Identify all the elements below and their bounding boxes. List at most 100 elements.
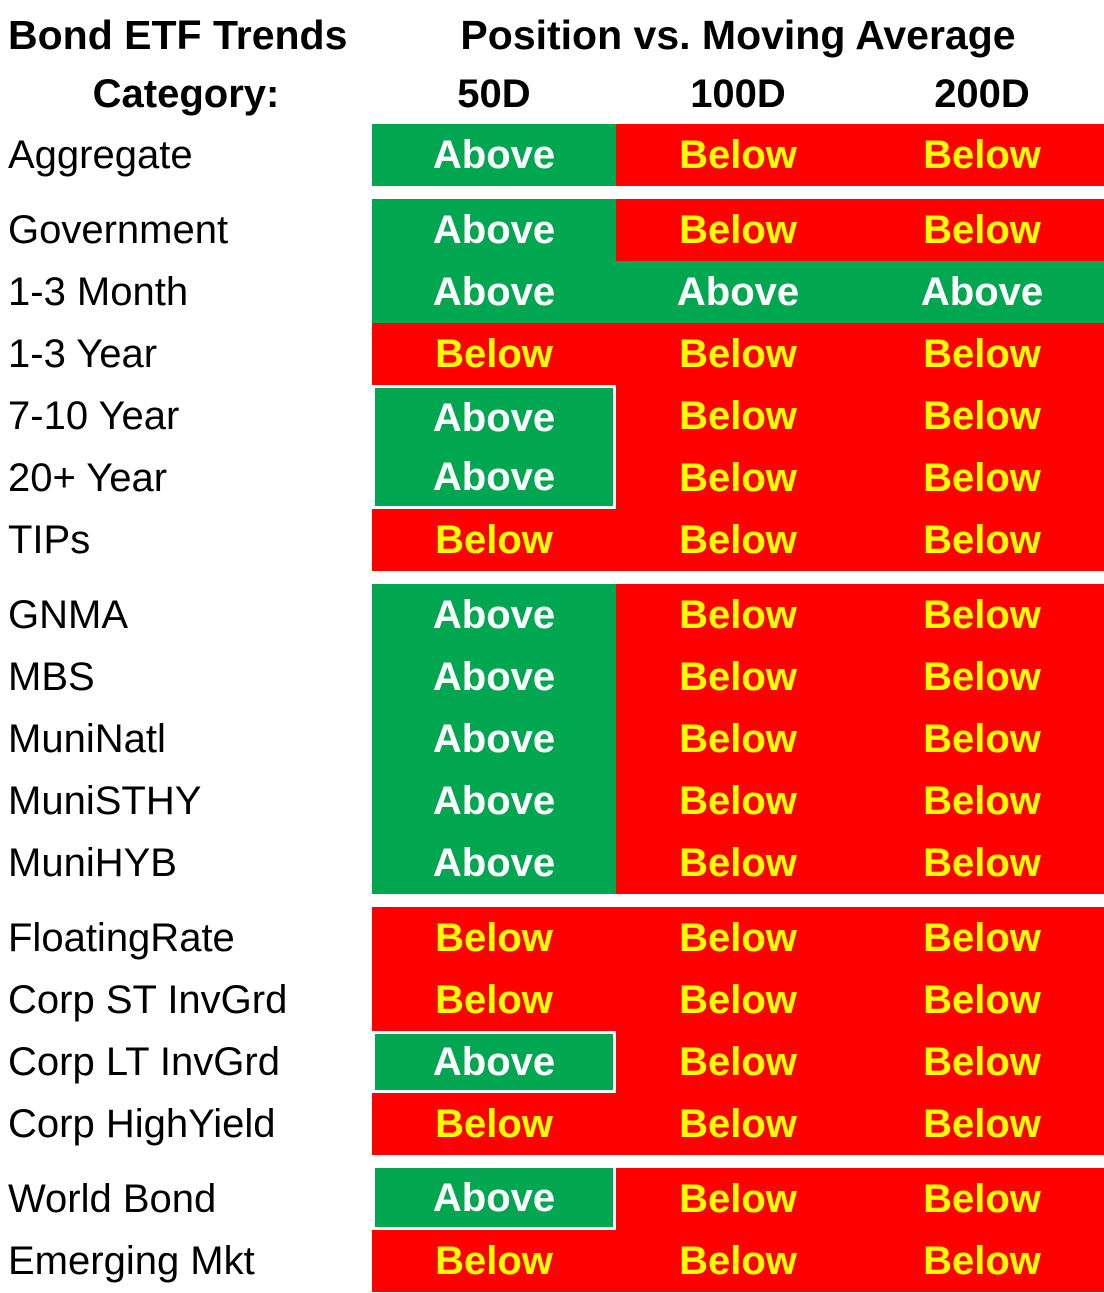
ma-cell-200d: Below [860,124,1104,186]
category-label: TIPs [0,509,372,571]
row-group: Aggregate Above Below Below [0,124,1104,186]
category-label: FloatingRate [0,907,372,969]
category-label: MuniNatl [0,708,372,770]
ma-cell-100d: Below [616,832,860,894]
ma-cell-200d: Below [860,907,1104,969]
ma-cell-100d: Below [616,907,860,969]
ma-cell-100d: Below [616,1230,860,1292]
ma-cell-100d: Below [616,385,860,447]
ma-cell-100d: Below [616,447,860,509]
ma-cell-100d: Below [616,509,860,571]
ma-cell-50d: Below [372,1093,616,1155]
category-label: Corp HighYield [0,1093,372,1155]
row-group: Government Above Below Below 1-3 Month A… [0,199,1104,571]
table-row: 7-10 Year Above Below Below [0,385,1104,447]
category-label: Emerging Mkt [0,1230,372,1292]
ma-cell-50d: Above [372,584,616,646]
ma-cell-100d: Below [616,124,860,186]
ma-cell-50d: Above [372,261,616,323]
ma-cell-50d: Above [372,1168,616,1230]
table-row: FloatingRate Below Below Below [0,907,1104,969]
ma-cell-200d: Below [860,1093,1104,1155]
ma-cell-100d: Below [616,969,860,1031]
ma-cell-50d: Above [372,447,616,509]
row-group: GNMA Above Below Below MBS Above Below B… [0,584,1104,894]
ma-cell-50d: Above [372,385,616,447]
ma-cell-100d: Below [616,646,860,708]
category-label: 20+ Year [0,447,372,509]
column-header-200d: 200D [934,72,1030,116]
row-group: FloatingRate Below Below Below Corp ST I… [0,907,1104,1155]
ma-cell-50d: Below [372,969,616,1031]
table-row: GNMA Above Below Below [0,584,1104,646]
ma-cell-200d: Below [860,584,1104,646]
category-label: World Bond [0,1168,372,1230]
category-label: Aggregate [0,124,372,186]
table-row: 20+ Year Above Below Below [0,447,1104,509]
ma-cell-100d: Below [616,1168,860,1230]
ma-cell-50d: Below [372,907,616,969]
category-label: Corp LT InvGrd [0,1031,372,1093]
ma-cell-200d: Below [860,770,1104,832]
category-column-header: Category: [92,72,280,116]
table-subtitle: Position vs. Moving Average [460,12,1016,58]
table-row: MBS Above Below Below [0,646,1104,708]
category-label: MuniHYB [0,832,372,894]
category-label: 1-3 Month [0,261,372,323]
ma-cell-200d: Below [860,447,1104,509]
table-row: 1-3 Month Above Above Above [0,261,1104,323]
ma-cell-200d: Below [860,708,1104,770]
column-header-100d: 100D [690,72,786,116]
ma-cell-200d: Below [860,385,1104,447]
ma-cell-50d: Above [372,199,616,261]
table-grid: Aggregate Above Below Below Government A… [0,124,1104,1292]
ma-cell-200d: Above [860,261,1104,323]
ma-cell-200d: Below [860,832,1104,894]
category-label: MBS [0,646,372,708]
ma-cell-100d: Below [616,1031,860,1093]
table-row: Government Above Below Below [0,199,1104,261]
ma-cell-50d: Above [372,770,616,832]
ma-cell-50d: Above [372,1031,616,1093]
column-header-50d: 50D [457,72,531,116]
ma-cell-200d: Below [860,1168,1104,1230]
category-label: GNMA [0,584,372,646]
category-label: 1-3 Year [0,323,372,385]
table-row: Emerging Mkt Below Below Below [0,1230,1104,1292]
category-label: MuniSTHY [0,770,372,832]
ma-cell-100d: Below [616,323,860,385]
ma-cell-100d: Below [616,199,860,261]
ma-cell-200d: Below [860,509,1104,571]
category-label: 7-10 Year [0,385,372,447]
ma-cell-50d: Above [372,708,616,770]
ma-cell-50d: Above [372,646,616,708]
ma-cell-50d: Below [372,509,616,571]
category-label: Government [0,199,372,261]
ma-cell-200d: Below [860,646,1104,708]
table-row: MuniHYB Above Below Below [0,832,1104,894]
table-row: TIPs Below Below Below [0,509,1104,571]
column-header-row: Category: 50D 100D 200D [0,68,1104,120]
ma-cell-50d: Below [372,323,616,385]
ma-cell-200d: Below [860,1230,1104,1292]
ma-cell-200d: Below [860,1031,1104,1093]
table-row: Aggregate Above Below Below [0,124,1104,186]
ma-cell-100d: Above [616,261,860,323]
ma-cell-50d: Below [372,1230,616,1292]
ma-cell-50d: Above [372,832,616,894]
table-title: Bond ETF Trends [8,12,348,58]
ma-cell-200d: Below [860,969,1104,1031]
ma-cell-100d: Below [616,770,860,832]
table-header: Bond ETF Trends Position vs. Moving Aver… [0,8,1104,62]
category-label: Corp ST InvGrd [0,969,372,1031]
ma-cell-100d: Below [616,708,860,770]
ma-cell-100d: Below [616,584,860,646]
ma-cell-200d: Below [860,323,1104,385]
table-row: Corp HighYield Below Below Below [0,1093,1104,1155]
table-row: 1-3 Year Below Below Below [0,323,1104,385]
table-row: MuniNatl Above Below Below [0,708,1104,770]
row-group: World Bond Above Below Below Emerging Mk… [0,1168,1104,1292]
table-row: World Bond Above Below Below [0,1168,1104,1230]
table-row: Corp ST InvGrd Below Below Below [0,969,1104,1031]
